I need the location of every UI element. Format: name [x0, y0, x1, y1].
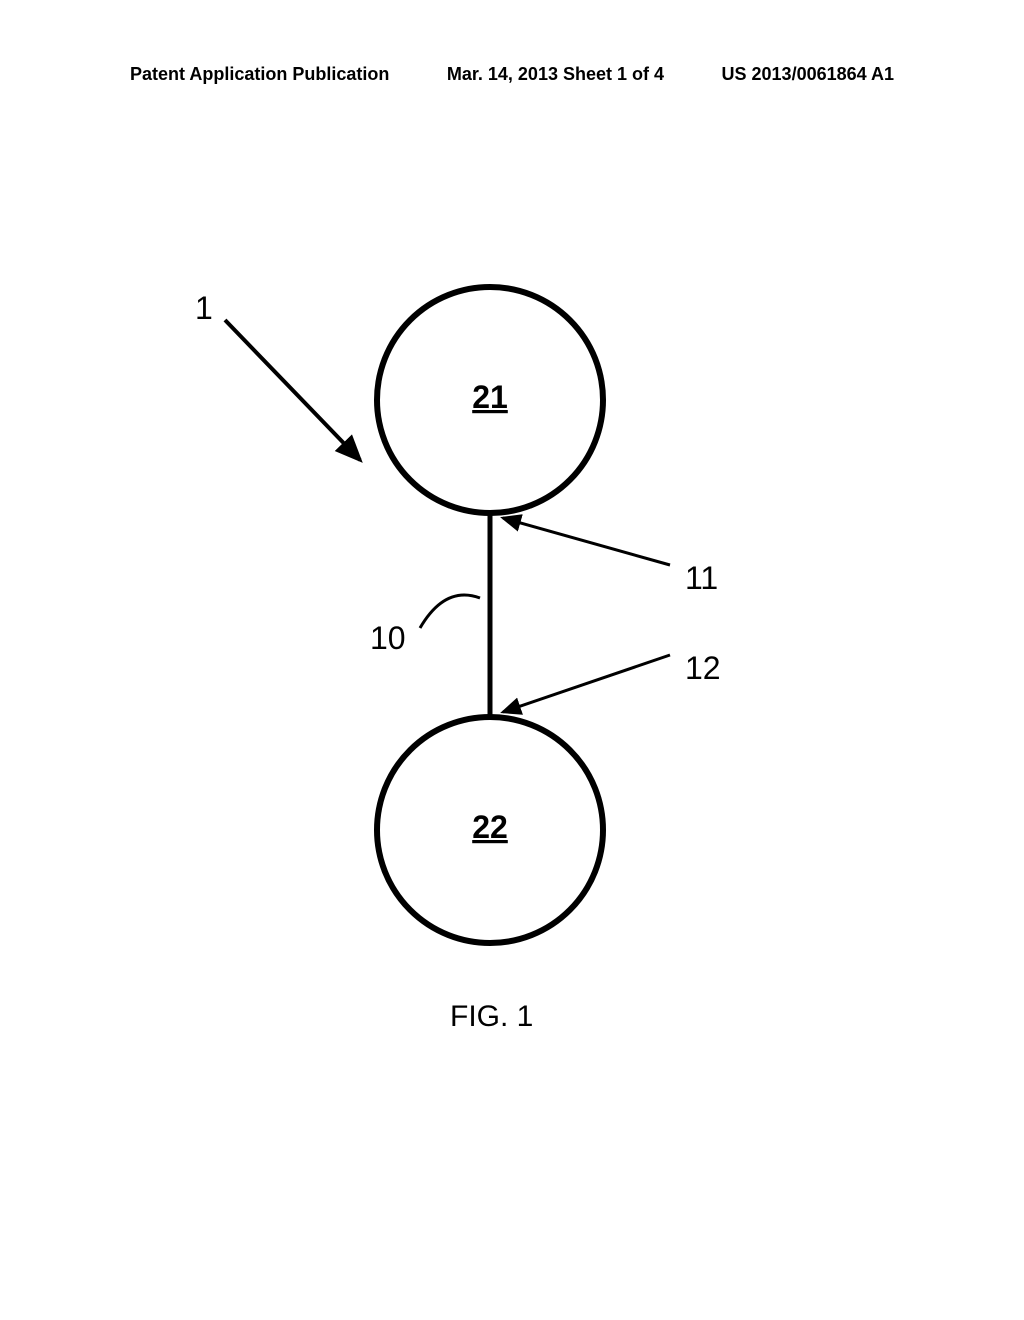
figure-caption: FIG. 1	[450, 1000, 533, 1034]
diagram-container: 2122 1111210	[0, 0, 1024, 1320]
ref-12-label: 12	[685, 650, 721, 687]
ref-10-curve	[420, 595, 480, 628]
ref-11-label: 11	[685, 560, 718, 597]
ref-1-label: 1	[195, 290, 213, 327]
ref-1-arrow	[225, 320, 360, 460]
circle-21-label: 21	[472, 379, 508, 415]
ref-10-label: 10	[370, 620, 406, 657]
ref-12-arrow	[503, 655, 670, 712]
circle-21	[377, 287, 603, 513]
circle-22	[377, 717, 603, 943]
diagram-svg: 21 22	[0, 0, 1024, 1320]
circle-22-label: 22	[472, 809, 508, 845]
ref-11-arrow	[503, 518, 670, 565]
